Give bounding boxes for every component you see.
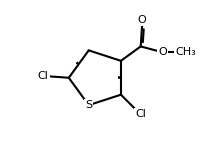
Text: S: S xyxy=(85,100,92,110)
Text: Cl: Cl xyxy=(38,71,49,81)
Text: Cl: Cl xyxy=(135,109,146,119)
Text: CH₃: CH₃ xyxy=(175,47,196,57)
Text: O: O xyxy=(138,15,146,25)
Text: O: O xyxy=(158,47,167,57)
